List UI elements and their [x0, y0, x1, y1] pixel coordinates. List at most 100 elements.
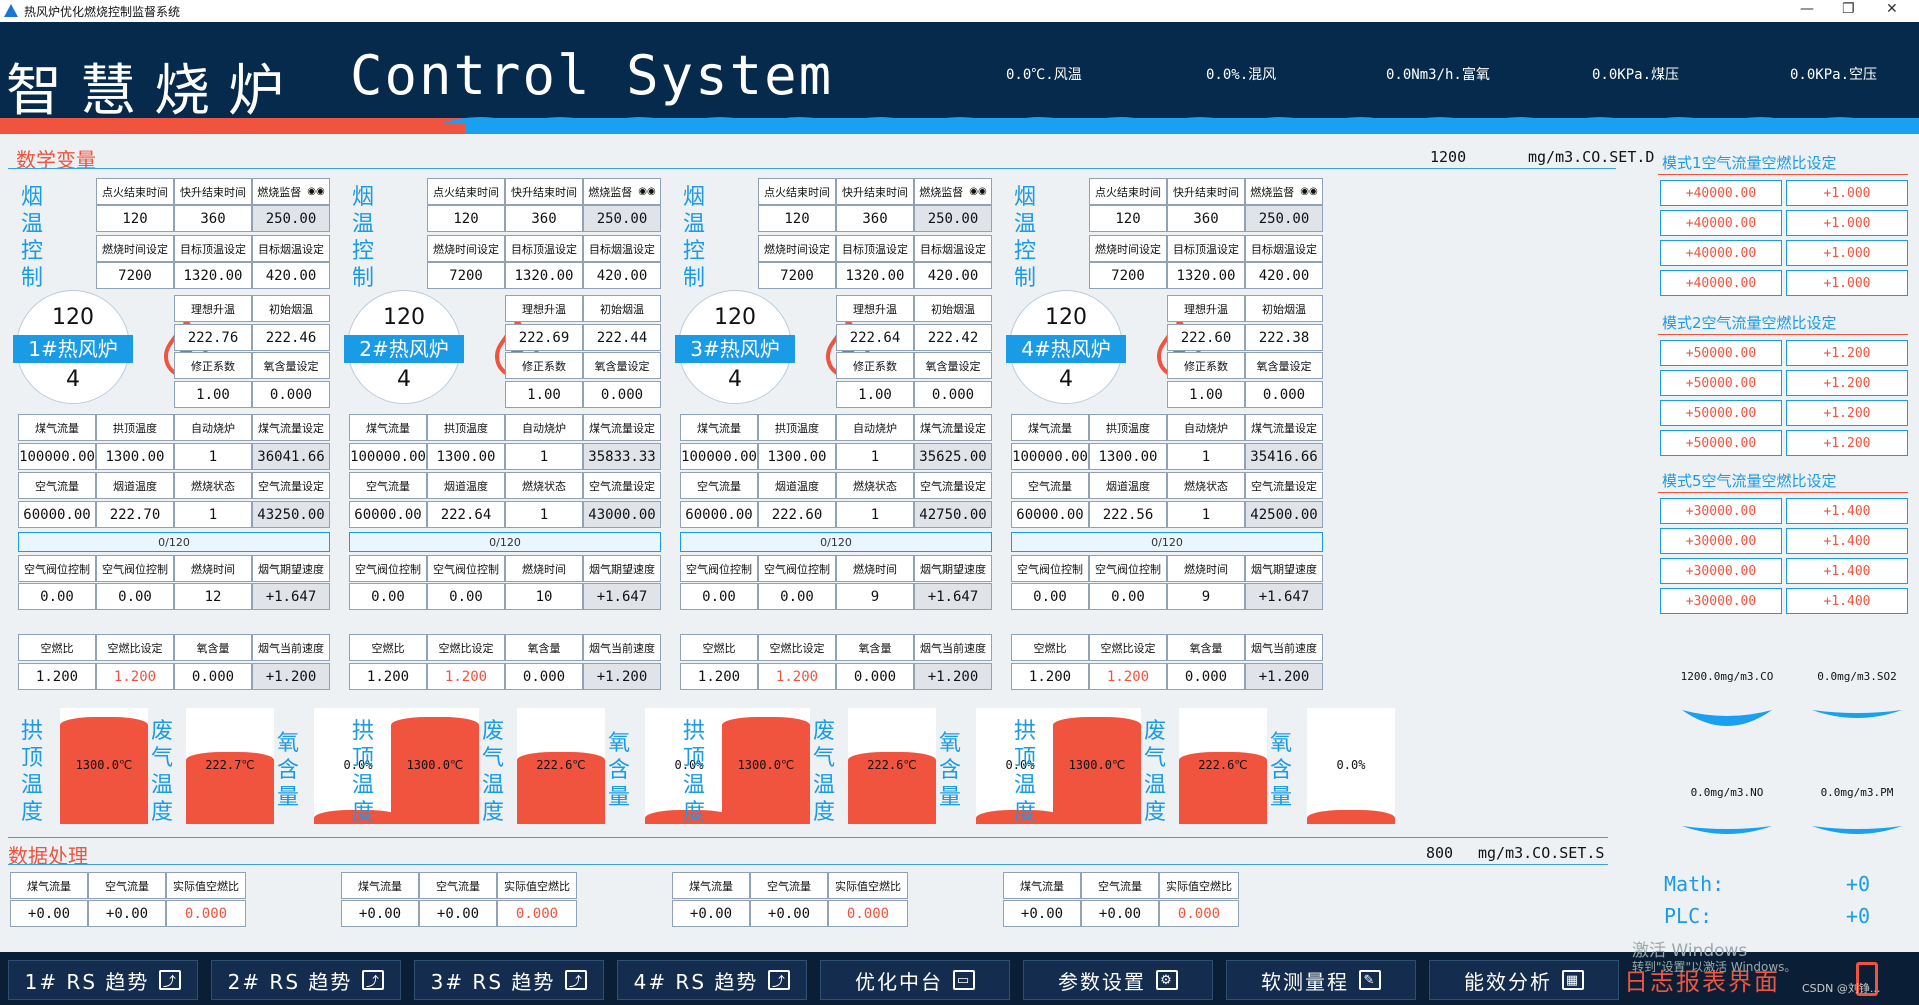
- air-flow-value: 60000.00: [18, 501, 96, 528]
- burn-time-set-value[interactable]: 7200: [1089, 262, 1167, 289]
- auto-burn-value[interactable]: 1: [836, 443, 914, 470]
- mode-2-ratio[interactable]: +1.200: [1786, 370, 1908, 396]
- o2-set-value[interactable]: 0.000: [583, 381, 661, 408]
- mode-1-air-flow[interactable]: +40000.00: [1660, 180, 1782, 206]
- rise-end-time-value[interactable]: 360: [505, 205, 583, 232]
- mode-1-ratio[interactable]: +1.000: [1786, 240, 1908, 266]
- air-fuel-ratio-set-value[interactable]: 1.200: [758, 663, 836, 690]
- target-smoke-temp-value[interactable]: 420.00: [1245, 262, 1323, 289]
- mode-2-ratio[interactable]: +1.200: [1786, 430, 1908, 456]
- target-smoke-temp-value[interactable]: 420.00: [252, 262, 330, 289]
- nav-button-5[interactable]: 优化中台 ▭: [820, 960, 1010, 1000]
- mode-2-ratio[interactable]: +1.200: [1786, 400, 1908, 426]
- burn-time-set-value[interactable]: 7200: [758, 262, 836, 289]
- correction-value[interactable]: 1.00: [505, 381, 583, 408]
- ideal-rise-value: 222.69: [505, 324, 583, 351]
- burn-time-set-value[interactable]: 7200: [427, 262, 505, 289]
- mode-1-air-flow[interactable]: +40000.00: [1660, 210, 1782, 236]
- phone-icon[interactable]: [1856, 962, 1878, 996]
- air-valve-ctrl-1-value[interactable]: 0.00: [349, 583, 427, 610]
- air-fuel-ratio-set-value[interactable]: 1.200: [1089, 663, 1167, 690]
- mode-3-ratio[interactable]: +1.400: [1786, 558, 1908, 584]
- mode-1-air-flow[interactable]: +40000.00: [1660, 240, 1782, 266]
- mode-2-ratio[interactable]: +1.200: [1786, 340, 1908, 366]
- mode-3-ratio[interactable]: +1.400: [1786, 528, 1908, 554]
- gas-flow-set-value: 35833.33: [583, 443, 661, 470]
- air-valve-ctrl-1-value[interactable]: 0.00: [680, 583, 758, 610]
- mode-3-ratio[interactable]: +1.400: [1786, 588, 1908, 614]
- proc-air-flow-value: +0.00: [750, 900, 828, 927]
- auto-burn-value[interactable]: 1: [505, 443, 583, 470]
- o2-set-value[interactable]: 0.000: [252, 381, 330, 408]
- minimize-button[interactable]: —: [1800, 1, 1814, 17]
- burn-time-set-value[interactable]: 7200: [96, 262, 174, 289]
- proc-gas-flow-label: 煤气流量: [341, 872, 419, 899]
- nav-button-2[interactable]: 2# RS 趋势 ⤴: [211, 960, 401, 1000]
- target-top-temp-value[interactable]: 1320.00: [1167, 262, 1245, 289]
- nav-button-8[interactable]: 能效分析 ▦: [1429, 960, 1619, 1000]
- eye-icon[interactable]: ◉◉: [638, 186, 656, 197]
- waste-gas-temp-tank: 222.6℃: [1179, 708, 1267, 824]
- correction-value[interactable]: 1.00: [836, 381, 914, 408]
- nav-button-4[interactable]: 4# RS 趋势 ⤴: [617, 960, 807, 1000]
- rise-end-time-value[interactable]: 360: [174, 205, 252, 232]
- target-top-temp-value[interactable]: 1320.00: [505, 262, 583, 289]
- nav-button-3[interactable]: 3# RS 趋势 ⤴: [414, 960, 604, 1000]
- maximize-button[interactable]: ❐: [1842, 1, 1855, 17]
- correction-value[interactable]: 1.00: [174, 381, 252, 408]
- air-fuel-ratio-set-value[interactable]: 1.200: [427, 663, 505, 690]
- mode-2-air-flow[interactable]: +50000.00: [1660, 430, 1782, 456]
- correction-value[interactable]: 1.00: [1167, 381, 1245, 408]
- mode-2-air-flow[interactable]: +50000.00: [1660, 340, 1782, 366]
- air-valve-ctrl-2-value[interactable]: 0.00: [96, 583, 174, 610]
- mode-2-air-flow[interactable]: +50000.00: [1660, 400, 1782, 426]
- gas-flow-value: 100000.00: [349, 443, 427, 470]
- o2-set-value[interactable]: 0.000: [914, 381, 992, 408]
- auto-burn-value[interactable]: 1: [1167, 443, 1245, 470]
- ignite-end-time-value[interactable]: 120: [758, 205, 836, 232]
- mode-1-ratio[interactable]: +1.000: [1786, 270, 1908, 296]
- o2-set-value[interactable]: 0.000: [1245, 381, 1323, 408]
- log-report-button[interactable]: 日志报表界面: [1624, 968, 1780, 996]
- nav-button-6[interactable]: 参数设置 ⚙: [1023, 960, 1213, 1000]
- target-top-temp-value[interactable]: 1320.00: [836, 262, 914, 289]
- ignite-end-time-value[interactable]: 120: [1089, 205, 1167, 232]
- mode-3-air-flow[interactable]: +30000.00: [1660, 528, 1782, 554]
- gas-flow-set-value: 36041.66: [252, 443, 330, 470]
- target-smoke-temp-value[interactable]: 420.00: [583, 262, 661, 289]
- gas-flow-value: 100000.00: [680, 443, 758, 470]
- air-valve-ctrl-2-value[interactable]: 0.00: [758, 583, 836, 610]
- target-smoke-temp-value[interactable]: 420.00: [914, 262, 992, 289]
- pm-gauge-shape: [1812, 824, 1902, 854]
- stove-bottom-number: 4: [728, 367, 742, 392]
- mode-3-air-flow[interactable]: +30000.00: [1660, 558, 1782, 584]
- mode-3-air-flow[interactable]: +30000.00: [1660, 498, 1782, 524]
- nav-button-label: 2# RS 趋势: [227, 969, 353, 994]
- ignite-end-time-value[interactable]: 120: [96, 205, 174, 232]
- target-top-temp-value[interactable]: 1320.00: [174, 262, 252, 289]
- close-button[interactable]: ✕: [1886, 1, 1898, 17]
- oxygen-tank-value: 0.0%: [1005, 758, 1035, 772]
- rise-end-time-value[interactable]: 360: [836, 205, 914, 232]
- nav-button-7[interactable]: 软测量程 ✎: [1226, 960, 1416, 1000]
- mode-3-air-flow[interactable]: +30000.00: [1660, 588, 1782, 614]
- eye-icon[interactable]: ◉◉: [1300, 186, 1318, 197]
- eye-icon[interactable]: ◉◉: [307, 186, 325, 197]
- mode-2-air-flow[interactable]: +50000.00: [1660, 370, 1782, 396]
- air-valve-ctrl-2-value[interactable]: 0.00: [427, 583, 505, 610]
- mode-1-ratio[interactable]: +1.000: [1786, 210, 1908, 236]
- eye-icon[interactable]: ◉◉: [969, 186, 987, 197]
- nav-button-1[interactable]: 1# RS 趋势 ⤴: [8, 960, 198, 1000]
- rise-end-time-value[interactable]: 360: [1167, 205, 1245, 232]
- ignite-end-time-value[interactable]: 120: [427, 205, 505, 232]
- mode-1-air-flow[interactable]: +40000.00: [1660, 270, 1782, 296]
- mode-3-ratio[interactable]: +1.400: [1786, 498, 1908, 524]
- mode-1-ratio[interactable]: +1.000: [1786, 180, 1908, 206]
- air-fuel-ratio-set-value[interactable]: 1.200: [96, 663, 174, 690]
- air-valve-ctrl-1-value[interactable]: 0.00: [1011, 583, 1089, 610]
- auto-burn-value[interactable]: 1: [174, 443, 252, 470]
- air-valve-ctrl-2-value[interactable]: 0.00: [1089, 583, 1167, 610]
- waste-gas-temp-tank: 222.6℃: [517, 708, 605, 824]
- air-valve-ctrl-1-value[interactable]: 0.00: [18, 583, 96, 610]
- correction-label: 修正系数: [174, 352, 252, 379]
